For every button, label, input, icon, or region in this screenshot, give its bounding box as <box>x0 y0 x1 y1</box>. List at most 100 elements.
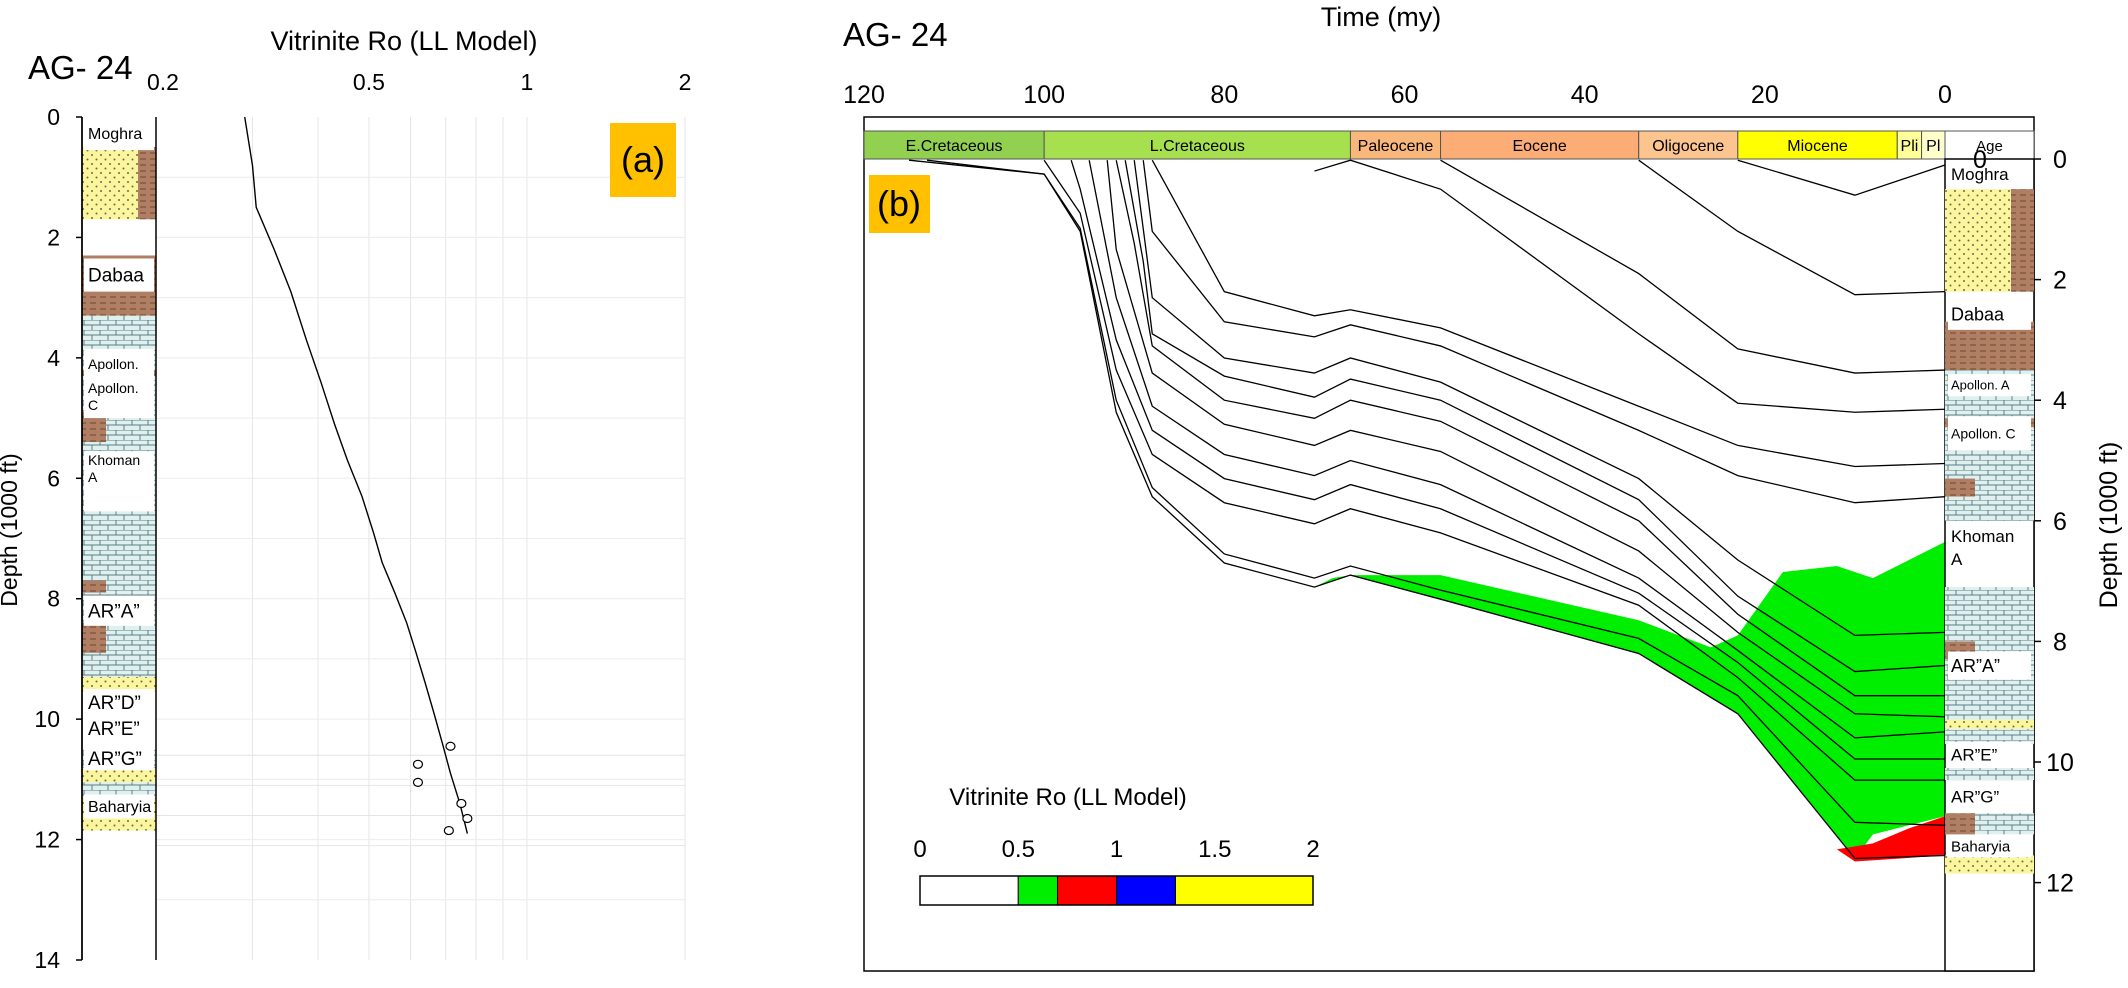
period-oligocene <box>1638 130 1739 160</box>
formation-apollon-a: Apollon. A <box>1951 378 2010 393</box>
measured-ro-point <box>462 813 473 824</box>
formation-dabaa: Dabaa <box>88 266 144 287</box>
formation-khoman-a: A <box>1951 550 1963 569</box>
litho-sandstone <box>82 767 156 783</box>
panel-a-gridlines <box>156 117 686 960</box>
burial-curve <box>1314 159 1946 413</box>
y-tick-label: 14 <box>34 947 60 973</box>
x-tick-label: 1 <box>521 69 534 95</box>
litho-sandstone <box>1945 719 2034 729</box>
formation-label-bg <box>84 451 154 512</box>
y-tick-label: 0 <box>2053 146 2067 174</box>
y-tick-label: 2 <box>2053 267 2067 295</box>
burial-curve <box>1043 159 1945 781</box>
formation-ar-g: AR”G” <box>1951 788 2000 807</box>
litho-blank <box>82 219 156 256</box>
period-label: Oligocene <box>1652 138 1724 155</box>
formation-label-bg <box>84 258 154 292</box>
x-tick-label: 2 <box>679 69 692 95</box>
panel-a-lithology-column <box>82 117 156 960</box>
formation-ar-e: AR”E” <box>1951 745 1998 764</box>
formation-apollon-c: Apollon. C <box>1951 425 2016 441</box>
formation-label-bg <box>84 746 154 771</box>
burial-curve <box>1124 160 1946 673</box>
litho-carbonate <box>1945 496 2034 521</box>
x-tick-label: 40 <box>1571 81 1599 109</box>
panel-b-maturity-zones <box>1314 541 1945 862</box>
measured-ro-point <box>412 777 424 787</box>
legend-bin <box>1174 875 1314 906</box>
formation-label-bg <box>1948 784 2031 810</box>
formation-label-bg <box>84 378 154 419</box>
formation-label-bg <box>84 716 154 741</box>
formation-baharyia: Baharyia <box>88 799 151 816</box>
legend-bin <box>1017 875 1059 906</box>
maturity-zone-0-5-0-7 <box>1314 541 1945 859</box>
measured-ro-point <box>445 741 456 751</box>
x-tick-label: 20 <box>1751 81 1779 109</box>
measured-ro-point <box>412 759 424 769</box>
panel-a-chart-title: Vitrinite Ro (LL Model) <box>270 26 537 56</box>
formation-label-bg <box>1948 298 2031 330</box>
panel-b-y-axis-label: Depth (1000 ft) <box>2095 442 2123 609</box>
panel-a-series <box>244 116 473 836</box>
legend-tick-label: 0 <box>913 836 926 863</box>
period-label: Eocene <box>1512 138 1566 155</box>
y-tick-label: 8 <box>2053 628 2067 656</box>
formation-label-bg <box>1948 651 2031 680</box>
litho-carbonate <box>1945 587 2034 642</box>
formation-moghra: Moghra <box>88 126 142 143</box>
panel-b-x-ticks: 120 100 80 60 40 20 0 <box>843 81 1952 109</box>
panel-b-legend: Vitrinite Ro (LL Model) 0 0.5 1 1.5 2 <box>913 784 1320 906</box>
legend-bin <box>1057 875 1118 906</box>
y-tick-label: 6 <box>2053 508 2067 536</box>
period-miocene <box>1737 130 1898 160</box>
period-label: Miocene <box>1787 138 1848 155</box>
legend-tick-label: 1 <box>1110 836 1123 863</box>
legend-bin <box>919 875 1019 906</box>
litho-shale <box>1945 478 1975 497</box>
legend-bin <box>1116 875 1176 906</box>
measured-ro-point <box>456 798 467 809</box>
burial-curve <box>926 159 1946 826</box>
formation-ar-a: AR”A” <box>88 601 140 622</box>
period-eocene <box>1440 130 1640 160</box>
burial-curve <box>1638 159 1946 296</box>
litho-sandstone <box>1945 855 2034 874</box>
period-age <box>1944 130 2035 160</box>
formation-label-bg <box>84 595 154 626</box>
y-tick-label: 12 <box>34 827 60 853</box>
formation-ar-a: AR”A” <box>1951 656 2000 676</box>
period-label: Pli <box>1901 138 1919 155</box>
x-tick-label: 120 <box>843 81 885 109</box>
measured-ro-point <box>443 825 454 836</box>
burial-curve <box>1070 160 1945 760</box>
formation-label-bg <box>1948 416 2031 451</box>
legend-tick-label: 0.5 <box>1002 836 1035 863</box>
burial-curve <box>1088 160 1946 739</box>
litho-shale <box>82 580 106 593</box>
panel-b-well-name: AG- 24 <box>843 16 948 53</box>
period-label: Pl <box>1926 138 1940 155</box>
formation-label-bg <box>1948 741 2031 768</box>
x-tick-label: 0.2 <box>147 69 179 95</box>
ro-model-line <box>244 116 469 834</box>
y-tick-label-inner-0: 0 <box>1973 146 1987 174</box>
formation-apollon-c: Apollon. <box>88 380 139 396</box>
panel-b-formation-labels: Moghra Dabaa Apollon. A Apollon. C Khoman A AR… <box>1948 160 2031 858</box>
burial-curve <box>1133 160 1946 637</box>
formation-khoman-a: A <box>88 469 98 485</box>
burial-curve <box>1106 160 1946 718</box>
formation-ar-g: AR”G” <box>88 749 142 770</box>
x-tick-label: 0 <box>1938 81 1952 109</box>
legend-title: Vitrinite Ro (LL Model) <box>949 784 1186 811</box>
x-tick-label: 0.5 <box>353 69 385 95</box>
y-tick-label: 12 <box>2046 870 2074 898</box>
panel-b-burial-curves <box>908 159 1946 860</box>
burial-curve <box>1737 159 1946 196</box>
litho-blank <box>82 830 156 960</box>
panel-a-y-axis-label: Depth (1000 ft) <box>0 453 22 606</box>
litho-shale <box>82 622 106 653</box>
